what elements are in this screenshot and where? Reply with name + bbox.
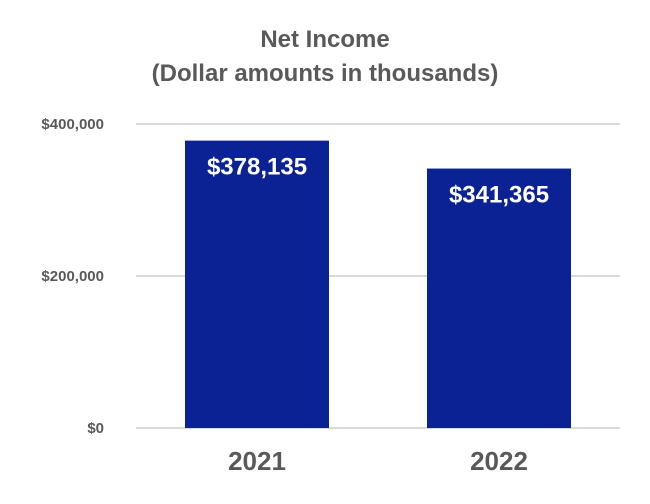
- y-axis-tick-labels: $0 $200,000 $400,000: [41, 116, 104, 437]
- y-tick-label: $400,000: [41, 116, 104, 133]
- bars: [185, 140, 571, 428]
- y-tick-label: $0: [87, 420, 104, 437]
- x-axis-tick-labels: 2021 2022: [228, 446, 528, 476]
- x-tick-label: 2022: [470, 446, 528, 476]
- x-tick-label: 2021: [228, 446, 286, 476]
- data-label: $341,365: [449, 182, 549, 209]
- y-tick-label: $200,000: [41, 268, 104, 285]
- bar-2022: [427, 168, 571, 428]
- bar-2021: [185, 140, 329, 428]
- chart-subtitle: (Dollar amounts in thousands): [151, 60, 499, 87]
- data-labels: $378,135 $341,365: [207, 154, 549, 209]
- data-label: $378,135: [207, 154, 307, 181]
- chart-title: Net Income: [260, 26, 390, 53]
